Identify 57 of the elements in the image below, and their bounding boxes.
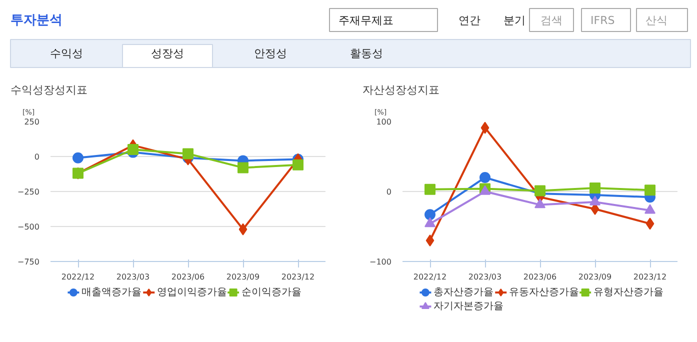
text: 활동성 — [350, 47, 383, 60]
y-tick-label: 0 — [386, 188, 392, 196]
point — [644, 184, 656, 196]
text: 안정성 — [254, 47, 287, 60]
point — [128, 144, 138, 155]
x-tick-label: 2023/12 — [281, 272, 315, 282]
x-tick-label: 2023/09 — [578, 272, 612, 282]
point — [292, 159, 304, 170]
y-tick-label: 100 — [376, 118, 392, 126]
text: 투자분석 — [10, 13, 62, 28]
y-tick-label: 0 — [34, 152, 40, 162]
point — [426, 234, 434, 246]
point — [72, 152, 84, 164]
text: 분기 — [504, 14, 526, 27]
legend-label: 매출액증가율 — [82, 287, 142, 298]
text: 수익성 — [50, 47, 83, 60]
x-tick-label: 2023/12 — [633, 272, 667, 282]
legend-label: 총자산증가율 — [434, 287, 494, 298]
y-tick-label: 250 — [24, 118, 40, 126]
x-tick-label: 2023/03 — [468, 272, 502, 282]
point — [238, 162, 248, 174]
y-tick-label: −250 — [18, 188, 40, 196]
legend-label: 자기자본증가율 — [434, 301, 504, 312]
text: 성장성 — [151, 47, 184, 60]
y-tick-label: −500 — [18, 222, 40, 232]
text: 주재무제표 — [338, 14, 394, 27]
chart-title: 자산성장성지표 — [362, 84, 440, 96]
text: 산식 — [646, 14, 668, 27]
x-tick-label: 2023/09 — [226, 272, 260, 282]
point — [646, 218, 654, 230]
y-tick-label: −750 — [18, 258, 40, 266]
legend-label: 순이익증가율 — [242, 287, 302, 298]
point — [424, 209, 436, 220]
point — [424, 217, 436, 228]
x-tick-label: 2023/06 — [171, 272, 205, 282]
x-tick-label: 2023/06 — [523, 272, 557, 282]
point — [534, 198, 546, 208]
x-tick-label: 2023/03 — [116, 272, 150, 282]
point — [182, 148, 194, 160]
point — [590, 196, 600, 206]
legend-label: 영업이익증가율 — [157, 287, 228, 298]
x-tick-label: 2022/12 — [61, 272, 95, 282]
point — [424, 184, 436, 195]
y-tick-label: −100 — [370, 258, 392, 266]
point — [480, 122, 490, 134]
x-tick-label: 2022/12 — [413, 272, 447, 282]
chart-title: 수익성장성지표 — [10, 84, 88, 96]
text: 검색 — [540, 14, 562, 27]
legend-label: 유동자산증가율 — [509, 287, 580, 298]
text: IFRS — [590, 14, 615, 27]
text: 연간 — [458, 14, 480, 27]
point — [480, 172, 490, 183]
point — [644, 204, 656, 214]
point — [238, 223, 248, 236]
legend-label: 유형자산증가율 — [594, 287, 664, 298]
point — [534, 185, 546, 196]
point — [590, 182, 600, 194]
